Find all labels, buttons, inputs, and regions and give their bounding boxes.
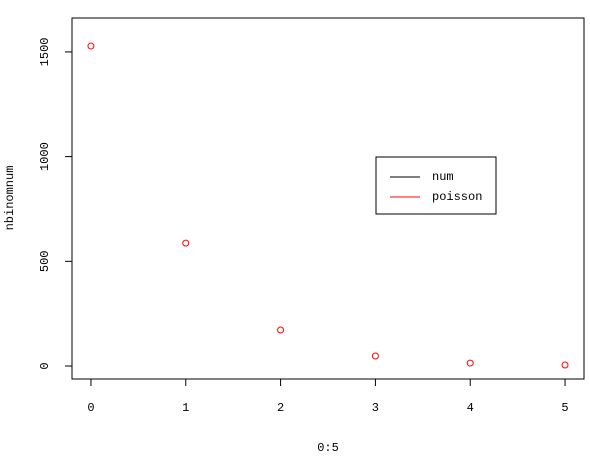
y-tick-label: 500 [38, 251, 52, 273]
x-tick-label: 0 [87, 401, 94, 415]
legend-box [375, 156, 497, 215]
legend-label: poisson [432, 190, 482, 204]
legend-label: num [432, 170, 454, 184]
point [561, 361, 569, 369]
point [87, 42, 95, 50]
point [466, 359, 474, 367]
x-tick-label: 4 [467, 401, 474, 415]
x-tick-label: 2 [277, 401, 284, 415]
x-tick-label: 3 [372, 401, 379, 415]
plot-frame [71, 17, 585, 380]
y-axis-label: nbinomnum [3, 166, 17, 231]
y-tick-label: 0 [38, 362, 52, 369]
x-tick-label: 1 [182, 401, 189, 415]
x-tick-label: 5 [561, 401, 568, 415]
y-tick-label: 1000 [38, 142, 52, 171]
point [182, 239, 190, 247]
x-axis-label: 0:5 [317, 441, 339, 455]
y-tick-label: 1500 [38, 38, 52, 67]
point [277, 326, 285, 334]
point [371, 352, 379, 360]
